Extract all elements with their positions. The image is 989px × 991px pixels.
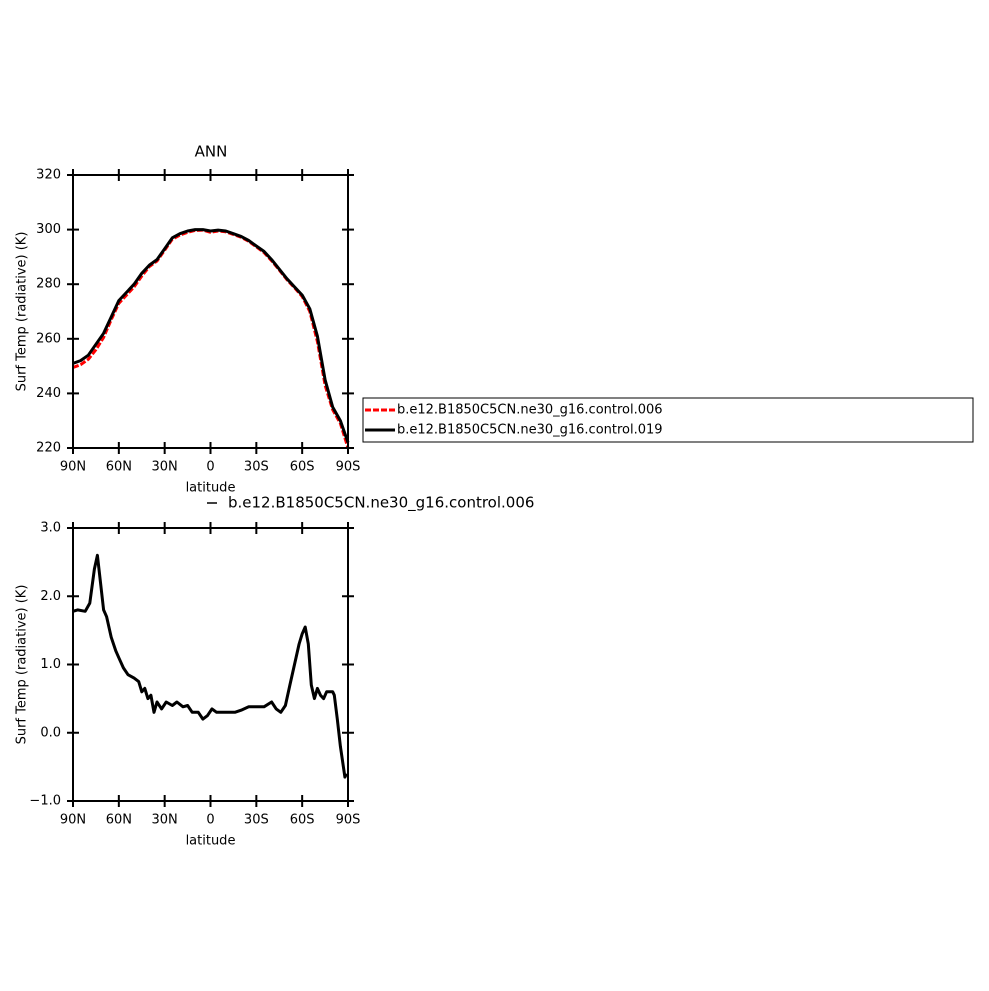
legend-box xyxy=(362,397,974,443)
y-tick-label: 0.0 xyxy=(40,725,61,740)
data-line xyxy=(72,228,350,449)
x-tick-label: 30N xyxy=(152,813,178,828)
x-tick-label: 90S xyxy=(336,813,361,828)
x-tick-label: 60S xyxy=(290,460,315,475)
x-tick-label: 90N xyxy=(60,460,86,475)
y-tick-label: 320 xyxy=(36,168,61,183)
x-tick-label: 0 xyxy=(206,813,214,828)
data-line xyxy=(72,228,350,443)
x-tick-label: 30N xyxy=(152,460,178,475)
y-tick-label: 240 xyxy=(36,386,61,401)
x-tick-label: 60S xyxy=(290,813,315,828)
x-axis-label: latitude xyxy=(186,834,236,849)
y-axis-label: Surf Temp (radiative) (K) xyxy=(15,585,30,745)
y-tick-label: 220 xyxy=(36,441,61,456)
y-tick-label: 1.0 xyxy=(40,657,61,672)
x-axis-label: latitude xyxy=(186,481,236,496)
y-tick-label: 280 xyxy=(36,277,61,292)
x-tick-label: 30S xyxy=(244,460,269,475)
legend-label: b.e12.B1850C5CN.ne30_g16.control.019 xyxy=(397,423,663,438)
x-tick-label: 60N xyxy=(106,460,132,475)
chart-title: b.e12.B1850C5CN.ne30_g16.control.006 xyxy=(228,494,534,513)
chart-title: ANN xyxy=(195,143,228,161)
x-tick-label: 90S xyxy=(336,460,361,475)
x-tick-label: 90N xyxy=(60,813,86,828)
y-tick-label: −1.0 xyxy=(29,794,61,809)
x-tick-label: 60N xyxy=(106,813,132,828)
x-tick-label: 0 xyxy=(206,460,214,475)
y-tick-label: 260 xyxy=(36,331,61,346)
y-axis-label: Surf Temp (radiative) (K) xyxy=(15,232,30,392)
data-line xyxy=(72,553,348,779)
legend-label: b.e12.B1850C5CN.ne30_g16.control.006 xyxy=(397,403,663,418)
y-tick-label: 2.0 xyxy=(40,589,61,604)
plot-frame xyxy=(72,527,349,802)
x-tick-label: 30S xyxy=(244,813,269,828)
y-tick-label: 3.0 xyxy=(40,521,61,536)
y-tick-label: 300 xyxy=(36,222,61,237)
